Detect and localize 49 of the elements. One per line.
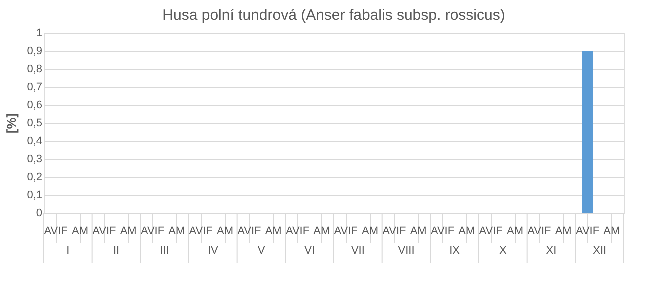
x-tick-label: AVIF — [189, 226, 214, 238]
text: IV — [208, 245, 220, 257]
x-tick-label: AVIF — [382, 226, 407, 238]
y-tick-label: 0,5 — [27, 118, 42, 130]
x-tick-label: AM — [362, 226, 378, 238]
text: VII — [351, 245, 365, 257]
x-tick-label: AVIF — [92, 226, 117, 238]
y-tick-label: 0,8 — [27, 64, 42, 76]
text: V — [258, 245, 266, 257]
text: IX — [450, 245, 461, 257]
chart-title: Husa polní tundrová (Anser fabalis subsp. rossicus) — [162, 7, 506, 24]
x-tick-label: AM — [168, 226, 186, 238]
x-tick-label: AM — [410, 226, 427, 238]
text: I — [66, 245, 70, 257]
text: X — [499, 245, 508, 257]
text: XI — [546, 245, 557, 257]
x-tick-label: AVIF — [576, 226, 600, 238]
y-tick-label: 0,7 — [27, 82, 42, 94]
text: II — [113, 245, 120, 257]
y-tick-label: 0,9 — [27, 46, 42, 58]
x-tick-label: AVIF — [430, 226, 455, 238]
y-tick-label: 0 — [36, 208, 42, 220]
x-tick-label: AM — [458, 226, 476, 238]
y-tick-label: 0,2 — [27, 172, 42, 184]
x-tick-label: AVIF — [528, 226, 552, 238]
x-tick-label: AVIF — [479, 226, 504, 238]
text: XII — [593, 245, 607, 257]
x-tick-label: AVIF — [286, 226, 310, 238]
x-tick-label: AVIF — [334, 226, 358, 238]
x-tick-label: AM — [507, 226, 524, 238]
y-tick-label: 0,6 — [27, 100, 42, 112]
text: III — [160, 245, 170, 257]
x-tick-label: AM — [217, 226, 234, 238]
text: VIII — [398, 245, 415, 257]
x-tick-label: AM — [72, 226, 88, 238]
x-tick-label: AM — [120, 226, 137, 238]
y-tick-label: 0,1 — [27, 190, 42, 202]
x-tick-label: AM — [314, 226, 330, 238]
x-tick-label: AVIF — [140, 226, 165, 238]
y-tick-label: 1 — [36, 28, 42, 40]
x-tick-label: AVIF — [238, 226, 262, 238]
text: VI — [304, 245, 316, 257]
y-axis-title: [%] — [4, 113, 20, 134]
x-tick-label: AVIF — [44, 226, 68, 238]
x-tick-label: AM — [555, 226, 572, 238]
y-tick-label: 0,4 — [27, 136, 42, 148]
x-tick-label: AM — [265, 226, 282, 238]
y-tick-label: 0,3 — [27, 154, 42, 166]
x-tick-label: AM — [604, 226, 620, 238]
